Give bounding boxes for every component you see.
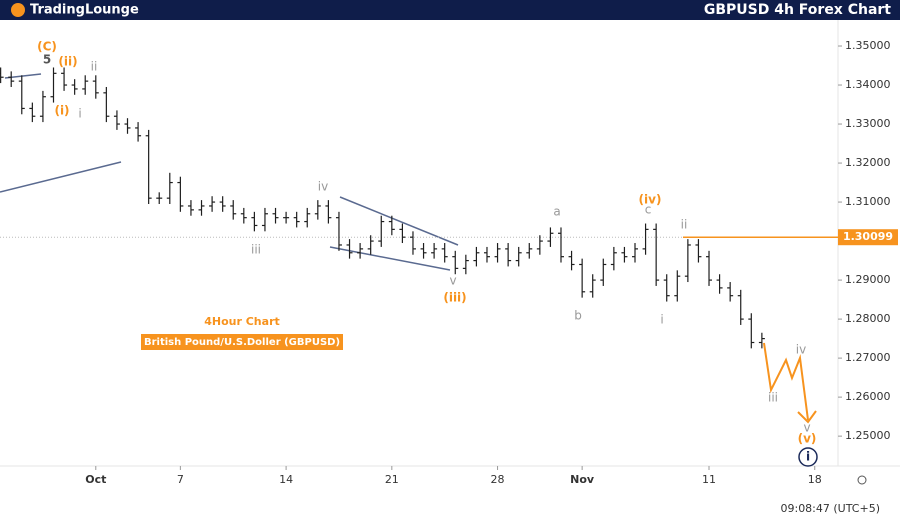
x-tick-label: Nov: [570, 473, 595, 486]
wave-label: iii: [768, 391, 778, 405]
y-tick-label: 1.29000: [845, 273, 891, 286]
wave-label: ii: [91, 60, 98, 74]
wave-label: iv: [796, 343, 806, 357]
y-tick-label: 1.25000: [845, 429, 891, 442]
x-tick-label: 18: [808, 473, 822, 486]
y-tick-label: 1.28000: [845, 312, 891, 325]
chart-title: GBPUSD 4h Forex Chart: [704, 2, 891, 18]
settings-icon[interactable]: [857, 475, 867, 485]
wave-label: (C): [37, 40, 57, 54]
y-tick-label: 1.31000: [845, 195, 891, 208]
wave-label: iii: [251, 243, 261, 257]
instrument-label: British Pound/U.S.Doller (GBPUSD): [144, 337, 340, 348]
wave-label: b: [574, 309, 582, 323]
x-tick-label: 7: [177, 473, 184, 486]
x-tick-label: Oct: [85, 473, 106, 486]
wave-label: ii: [681, 218, 688, 232]
projection-path: [763, 342, 809, 421]
logo: TradingLounge: [30, 3, 139, 18]
wave-label: (v): [798, 432, 817, 446]
x-tick-label: 14: [279, 473, 293, 486]
wave-label: (ii): [58, 55, 77, 69]
wave-label: v: [449, 274, 456, 288]
y-tick-label: 1.35000: [845, 39, 891, 52]
y-tick-label: 1.32000: [845, 156, 891, 169]
price-label: 1.30099: [843, 230, 893, 243]
wave-label: iv: [318, 180, 328, 194]
logo-icon: [11, 3, 25, 17]
wave-label: (iii): [443, 291, 466, 305]
y-tick-label: 1.27000: [845, 351, 891, 364]
y-tick-label: 1.33000: [845, 117, 891, 130]
instrument-box: [141, 334, 343, 350]
x-tick-label: 28: [491, 473, 505, 486]
wave-label: (iv): [639, 193, 662, 207]
timestamp: 09:08:47 (UTC+5): [780, 502, 880, 515]
wave-label: 5: [43, 53, 51, 67]
header-bar: [0, 0, 900, 20]
projection-arrow: [797, 410, 817, 424]
plot-bg: [0, 20, 900, 522]
wave-label: c: [645, 203, 652, 217]
wave-label: v: [803, 421, 810, 435]
chart-subtitle: 4Hour Chart: [204, 315, 280, 328]
trend-line: [0, 161, 122, 193]
y-tick-label: 1.26000: [845, 390, 891, 403]
y-tick-label: 1.34000: [845, 78, 891, 91]
wave-label: (i): [54, 104, 69, 118]
wave-label: i: [660, 313, 663, 327]
x-tick-label: 11: [702, 473, 716, 486]
wave-label: a: [553, 205, 560, 219]
wave-label: i: [78, 107, 81, 121]
wave-circle: [798, 447, 818, 467]
price-label-box: [838, 229, 898, 246]
wave-label: i: [806, 450, 810, 464]
x-tick-label: 21: [385, 473, 399, 486]
